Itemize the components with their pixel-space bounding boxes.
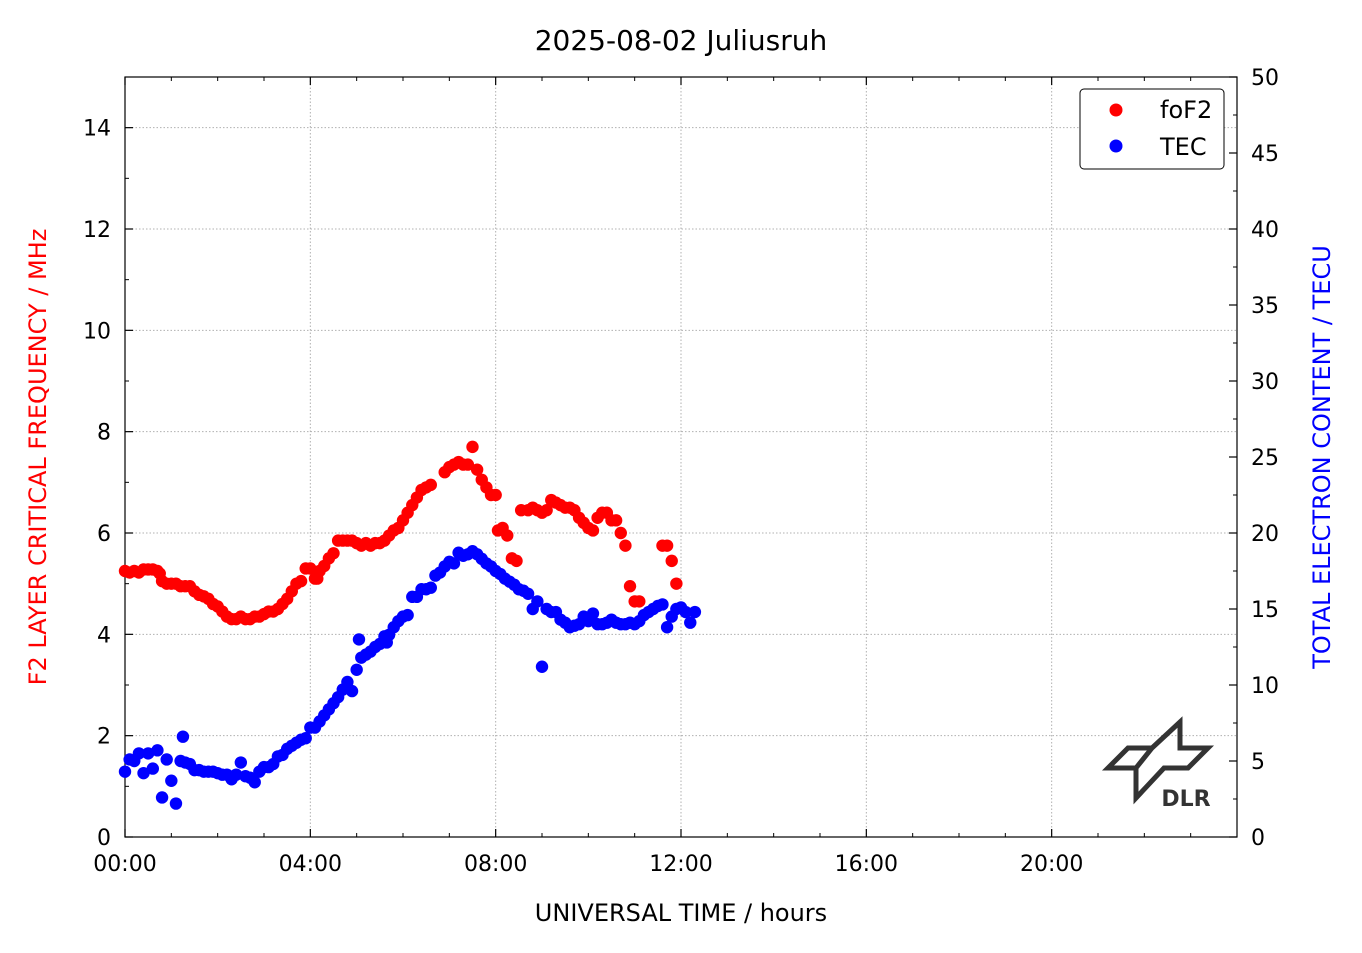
y-right-tick-label: 5	[1251, 750, 1265, 775]
fof2-point	[619, 539, 632, 552]
tec-point	[146, 762, 159, 775]
x-tick-labels: 00:00 04:00 08:00 12:00 16:00 20:00	[93, 852, 1083, 877]
tec-point	[341, 675, 354, 689]
y-right-tick-label: 35	[1251, 294, 1279, 319]
tec-point	[521, 587, 535, 600]
y-right-tick-label: 40	[1251, 218, 1279, 243]
series-fof2	[118, 440, 683, 626]
axis-ticks	[124, 76, 1237, 838]
tec-point	[132, 747, 146, 760]
x-tick-label: 00:00	[93, 852, 156, 877]
legend-label-fof2: foF2	[1160, 96, 1212, 124]
y-right-tick-label: 25	[1251, 446, 1279, 471]
y-right-tick-labels: 0 5 10 15 20 25 30 35 40 45 50	[1251, 66, 1279, 851]
y-left-tick-label: 14	[83, 117, 111, 142]
tec-point	[350, 663, 363, 676]
dlr-logo: DLR	[1101, 716, 1215, 812]
x-tick-label: 04:00	[279, 852, 342, 877]
y-left-tick-label: 0	[97, 826, 111, 851]
fof2-point	[665, 554, 678, 568]
y-right-tick-label: 30	[1251, 370, 1279, 395]
legend: foF2 TEC	[1079, 88, 1225, 170]
y-right-tick-label: 0	[1251, 826, 1265, 851]
y-left-tick-label: 8	[97, 421, 111, 446]
legend-label-tec: TEC	[1159, 133, 1207, 161]
y-left-axis-label: F2 LAYER CRITICAL FREQUENCY / MHz	[24, 229, 52, 686]
tec-point	[234, 756, 248, 769]
fof2-point	[540, 504, 553, 517]
y-left-tick-labels: 0 2 4 6 8 10 12 14	[83, 117, 111, 851]
fof2-point	[294, 574, 308, 588]
legend-marker-fof2	[1109, 103, 1123, 117]
fof2-point	[461, 458, 475, 471]
tec-point	[230, 768, 243, 781]
tec-point	[176, 730, 190, 743]
tec-point	[137, 766, 150, 780]
tec-point	[118, 765, 132, 778]
tec-point	[535, 660, 549, 673]
plot-area	[124, 76, 1238, 838]
tec-point	[688, 605, 702, 619]
fof2-point	[470, 463, 484, 476]
y-right-tick-label: 20	[1251, 522, 1279, 547]
x-tick-label: 16:00	[835, 852, 898, 877]
tec-point	[248, 776, 261, 789]
fof2-point	[660, 539, 674, 552]
tec-point	[679, 605, 692, 619]
tec-point	[531, 595, 544, 608]
fof2-point	[489, 488, 502, 502]
tec-point	[401, 608, 414, 622]
dlr-logo-icon	[1101, 716, 1215, 805]
x-axis-label: UNIVERSAL TIME / hours	[535, 899, 827, 927]
y-left-tick-label: 6	[97, 522, 111, 547]
x-tick-label: 20:00	[1020, 852, 1083, 877]
y-right-tick-label: 50	[1251, 66, 1279, 91]
fof2-point	[501, 529, 514, 542]
fof2-point	[670, 577, 683, 590]
tec-point	[169, 797, 183, 810]
tec-point	[447, 557, 461, 570]
y-left-tick-label: 4	[97, 623, 111, 648]
y-left-tick-label: 10	[83, 319, 111, 344]
tec-point	[586, 607, 600, 620]
tec-point	[299, 732, 312, 745]
series-tec	[118, 545, 702, 810]
tec-point	[424, 581, 437, 594]
fof2-point	[614, 526, 627, 540]
tec-point	[160, 753, 173, 766]
tec-point	[155, 791, 169, 804]
tec-point	[656, 598, 669, 611]
fof2-point	[424, 478, 437, 492]
tec-point	[165, 774, 178, 787]
y-right-axis-label: TOTAL ELECTRON CONTENT / TECU	[1308, 245, 1336, 670]
grid	[125, 77, 1237, 837]
fof2-point	[510, 554, 523, 568]
x-tick-label: 08:00	[464, 852, 527, 877]
tec-point	[660, 621, 674, 634]
legend-marker-tec	[1109, 139, 1123, 153]
y-left-tick-label: 12	[83, 218, 111, 243]
fof2-point	[466, 440, 479, 454]
fof2-point	[609, 514, 623, 527]
fof2-point	[633, 595, 646, 608]
dlr-logo-text: DLR	[1161, 787, 1210, 812]
tec-point	[151, 744, 164, 757]
fof2-point	[327, 547, 340, 560]
tec-point	[352, 633, 366, 646]
y-right-tick-label: 10	[1251, 674, 1279, 699]
y-right-tick-label: 45	[1251, 142, 1279, 167]
fof2-point	[623, 580, 637, 593]
chart-title: 2025-08-02 Juliusruh	[535, 24, 828, 57]
tec-point	[684, 616, 697, 629]
tec-point	[345, 684, 359, 698]
y-left-tick-label: 2	[97, 725, 111, 750]
y-right-tick-label: 15	[1251, 598, 1279, 623]
fof2-point	[586, 524, 600, 537]
x-tick-label: 12:00	[649, 852, 712, 877]
